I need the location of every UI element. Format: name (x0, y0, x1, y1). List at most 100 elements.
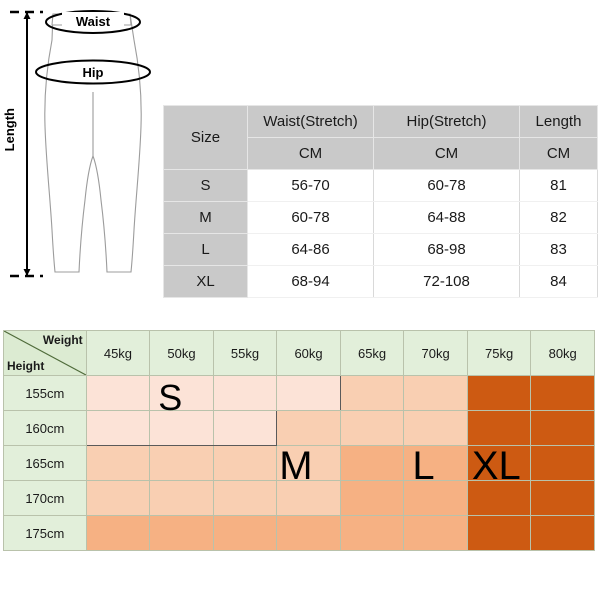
matrix-cell-165-45 (85, 445, 151, 481)
row-waist: 60-78 (247, 201, 374, 234)
weight-header-60kg: 60kg (276, 330, 341, 376)
unit-hip: CM (373, 137, 520, 170)
row-waist: 64-86 (247, 233, 374, 266)
row-waist: 68-94 (247, 265, 374, 298)
table-row: S 56-70 60-78 81 (163, 169, 598, 202)
matrix-cell-155-60 (276, 375, 341, 411)
matrix-cell-170-60 (276, 480, 341, 516)
matrix-cell-170-80 (530, 480, 595, 516)
weight-header-70kg: 70kg (403, 330, 468, 376)
height-weight-size-matrix: Weight Height 45kg 50kg 55kg 60kg 65kg 7… (3, 330, 595, 551)
waist-label: Waist (76, 14, 111, 29)
row-waist: 56-70 (247, 169, 374, 202)
waist-ellipse (45, 10, 141, 34)
header-row-units: CM CM CM (164, 137, 598, 170)
matrix-cell-175-80 (530, 515, 595, 551)
hip-label-bg (68, 63, 118, 80)
row-size: M (163, 201, 248, 234)
height-header-165cm: 165cm (3, 445, 87, 481)
pants-measurement-diagram: Waist Hip Length (0, 0, 165, 300)
matrix-cell-155-50: S (149, 375, 214, 416)
matrix-row-155cm: 155cm S (3, 375, 595, 416)
header-hip: Hip(Stretch) (373, 105, 520, 138)
weight-header-75kg: 75kg (466, 330, 532, 376)
row-hip: 68-98 (373, 233, 520, 266)
height-header-175cm: 175cm (3, 515, 87, 551)
matrix-cell-160-70 (403, 410, 468, 446)
matrix-cell-155-45 (85, 375, 151, 411)
waist-label-bg (62, 12, 124, 29)
weight-header-45kg: 45kg (85, 330, 151, 376)
matrix-cell-165-65 (339, 445, 405, 481)
matrix-cell-155-70 (403, 375, 468, 411)
table-row: M 60-78 64-88 82 (163, 201, 598, 234)
header-row-primary: Size Waist(Stretch) Hip(Stretch) Length (163, 105, 598, 170)
matrix-corner-cell: Weight Height (3, 330, 87, 376)
row-length: 84 (519, 265, 598, 298)
matrix-cell-160-60 (276, 410, 341, 446)
matrix-cell-170-50 (149, 480, 214, 516)
header-waist: Waist(Stretch) (247, 105, 374, 138)
matrix-cell-160-80 (530, 410, 595, 446)
matrix-row-170cm: 170cm (3, 480, 595, 516)
height-header-160cm: 160cm (3, 410, 87, 446)
matrix-cell-160-65 (339, 410, 405, 446)
matrix-cell-155-75 (466, 375, 532, 411)
length-label: Length (2, 108, 17, 152)
row-hip: 64-88 (373, 201, 520, 234)
matrix-header-row: Weight Height 45kg 50kg 55kg 60kg 65kg 7… (3, 330, 595, 376)
row-length: 83 (519, 233, 598, 266)
matrix-cell-170-45 (85, 480, 151, 516)
row-length: 82 (519, 201, 598, 234)
unit-waist: CM (247, 137, 374, 170)
header-size: Size (163, 105, 248, 170)
matrix-cell-155-55 (212, 375, 278, 411)
matrix-cell-175-70 (403, 515, 468, 551)
matrix-cell-160-50 (149, 410, 214, 446)
weight-header-55kg: 55kg (212, 330, 278, 376)
matrix-cell-165-55 (212, 445, 278, 481)
matrix-cell-170-65 (339, 480, 405, 516)
matrix-row-165cm: 165cm M L XL (3, 445, 595, 486)
matrix-cell-155-80 (530, 375, 595, 411)
row-length: 81 (519, 169, 598, 202)
height-header-170cm: 170cm (3, 480, 87, 516)
matrix-cell-160-45 (85, 410, 151, 446)
matrix-row-175cm: 175cm (3, 515, 595, 551)
unit-length: CM (519, 137, 598, 170)
height-axis-label: Height (7, 359, 45, 373)
matrix-cell-175-75 (466, 515, 532, 551)
weight-header-80kg: 80kg (530, 330, 595, 376)
matrix-cell-175-45 (85, 515, 151, 551)
matrix-cell-165-80 (530, 445, 595, 481)
matrix-cell-170-70 (403, 480, 468, 516)
matrix-cell-165-60: M (276, 445, 341, 486)
matrix-cell-170-75 (466, 480, 532, 516)
hip-label: Hip (83, 65, 104, 80)
row-size: L (163, 233, 248, 266)
pants-illustration: Waist Hip (10, 10, 151, 278)
matrix-cell-170-55 (212, 480, 278, 516)
matrix-body: Weight Height 45kg 50kg 55kg 60kg 65kg 7… (3, 330, 595, 551)
matrix-cell-175-60 (276, 515, 341, 551)
matrix-cell-165-70: L (403, 445, 468, 486)
length-arrow-down (23, 269, 31, 276)
matrix-cell-160-55 (212, 410, 278, 446)
diagonal-divider-icon (4, 331, 86, 375)
row-size: S (163, 169, 248, 202)
matrix-cell-160-75 (466, 410, 532, 446)
matrix-cell-165-75: XL (466, 445, 532, 486)
matrix-cell-175-65 (339, 515, 405, 551)
table-row: L 64-86 68-98 83 (163, 233, 598, 266)
size-spec-table: Size Waist(Stretch) Hip(Stretch) Length … (163, 105, 598, 298)
matrix-cell-175-55 (212, 515, 278, 551)
table-row: XL 68-94 72-108 84 (163, 265, 598, 298)
matrix-cell-155-65 (339, 375, 405, 411)
weight-header-50kg: 50kg (149, 330, 214, 376)
weight-axis-label: Weight (42, 333, 83, 347)
row-hip: 60-78 (373, 169, 520, 202)
height-header-155cm: 155cm (3, 375, 87, 411)
matrix-cell-165-50 (149, 445, 214, 481)
matrix-cell-175-50 (149, 515, 214, 551)
row-size: XL (163, 265, 248, 298)
